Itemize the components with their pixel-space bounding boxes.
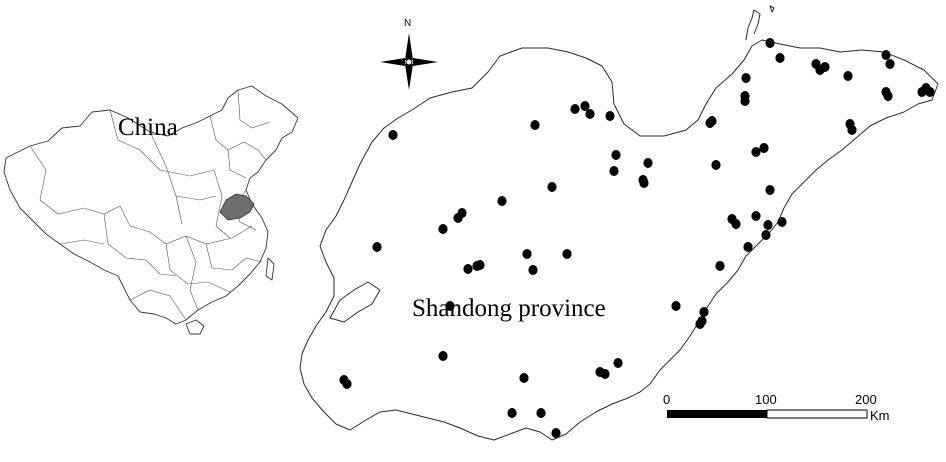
sample-site-point [777,217,787,227]
sample-site-point [885,59,895,69]
sample-site-point [731,219,741,229]
sample-site-point [438,224,448,234]
sample-site-point [339,375,349,385]
sample-site-point [775,53,785,63]
sample-site-point [570,104,580,114]
sample-site-point [715,261,725,271]
province-label: Shandong province [412,295,606,322]
sample-site-point [547,182,557,192]
sample-site-point [761,230,771,240]
scale-tick-200: 200 [855,392,877,407]
sample-site-point [507,408,517,418]
sample-site-point [600,369,610,379]
sample-site-point [740,96,750,106]
sample-site-point [580,101,590,111]
shandong-outline [299,39,939,441]
coastline-detail [745,9,761,41]
compass-center [405,58,413,66]
shandong-highlight [219,193,255,221]
sample-site-point [759,143,769,153]
hainan-island [185,319,205,335]
sample-site-point [643,158,653,168]
scale-tick-100: 100 [755,392,777,407]
sample-site-point [372,242,382,252]
china-inset-map: China [3,85,299,335]
sample-site-point [609,166,619,176]
sample-site-point [699,307,709,317]
sample-site-point [551,428,561,438]
sample-site-point [925,87,935,97]
sample-site-point [765,38,775,48]
sample-site-point [611,150,621,160]
scale-tick-0: 0 [663,392,670,407]
north-arrow: N [380,18,438,90]
sample-site-point [475,260,485,270]
sample-site-point [763,220,773,230]
north-label: N [404,18,411,29]
sample-site-point [519,373,529,383]
small-island [769,5,775,13]
sample-site-point [585,109,595,119]
sample-site-point [388,130,398,140]
sample-site-point [751,147,761,157]
shandong-map: Shandong province [299,5,939,441]
china-label: China [118,114,178,141]
sample-site-point [536,408,546,418]
sample-site-point [605,111,615,121]
sample-site-point [820,62,830,72]
sample-site-point [847,125,857,135]
north-arrow-point [405,33,413,60]
sample-site-point [528,265,538,275]
sample-site-point [530,120,540,130]
sample-site-point [695,319,705,329]
south-arrow-point [405,64,413,90]
lake-nansi [329,281,381,323]
sample-site-point [751,211,761,221]
sample-site-point [638,175,648,185]
sample-sites [339,38,935,438]
sample-site-point [613,358,623,368]
sample-site-point [765,185,775,195]
sample-site-point [562,249,572,259]
sample-site-point [671,301,681,311]
sample-site-point [843,71,853,81]
scale-bar: 0 100 200 Km [663,392,890,423]
taiwan-island [265,257,275,281]
sample-site-point [438,351,448,361]
sample-site-point [705,118,715,128]
sample-site-point [743,242,753,252]
west-arrow-point [380,58,405,66]
scale-bar-black-segment [667,410,767,418]
sample-site-point [881,50,891,60]
sample-site-point [741,73,751,83]
scale-bar-white-segment [766,409,868,419]
sample-site-point [711,160,721,170]
sample-site-point [445,301,455,311]
china-province-borders [29,89,271,321]
sample-site-point [463,264,473,274]
sample-site-point [522,249,532,259]
sample-site-point [881,87,891,97]
sample-site-point [497,196,507,206]
scale-unit: Km [870,408,890,423]
east-arrow-point [413,58,438,66]
sample-site-point [453,213,463,223]
